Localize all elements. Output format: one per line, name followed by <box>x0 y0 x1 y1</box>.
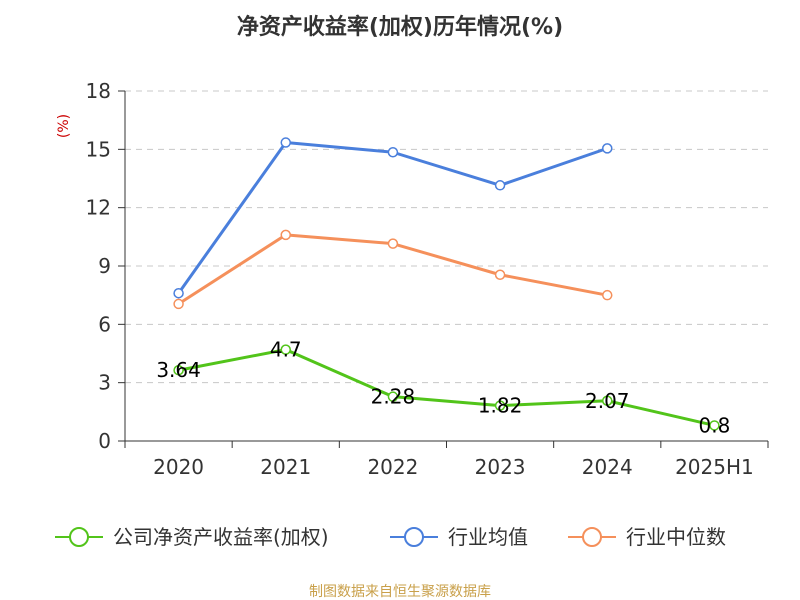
data-label: 1.82 <box>478 394 523 418</box>
data-point <box>387 147 399 158</box>
data-point <box>173 364 184 376</box>
data-point <box>173 298 184 310</box>
y-tick-label: 9 <box>98 254 111 278</box>
data-point <box>173 287 184 299</box>
axes <box>118 90 769 448</box>
data-point <box>280 229 291 241</box>
chart-title: 净资产收益率(加权)历年情况(%) <box>237 14 563 40</box>
data-label: 0.8 <box>699 413 731 437</box>
data-label: 4.7 <box>270 338 302 362</box>
data-point <box>494 269 506 280</box>
data-point <box>494 180 506 191</box>
data-point <box>494 400 506 411</box>
y-tick-label: 15 <box>86 137 111 161</box>
y-tick-label: 18 <box>86 79 111 103</box>
x-tick-label: 2023 <box>475 455 526 479</box>
data-point <box>602 143 613 154</box>
legend-label: 行业均值 <box>448 525 528 549</box>
legend-item-2: 行业中位数 <box>568 525 726 549</box>
data-point <box>709 420 720 431</box>
source-note: 制图数据来自恒生聚源数据库 <box>309 584 491 600</box>
y-axis-label: (%) <box>56 114 72 138</box>
series-line-1 <box>177 141 609 295</box>
data-point <box>280 137 291 148</box>
data-point <box>387 238 399 249</box>
x-tick-label: 2024 <box>582 455 633 479</box>
y-tick-label: 6 <box>98 312 111 336</box>
data-label: 3.64 <box>156 358 201 382</box>
legend-swatch-marker <box>404 527 424 547</box>
legend-label: 行业中位数 <box>626 525 726 549</box>
x-tick-label: 2020 <box>153 455 204 479</box>
legend-label: 公司净资产收益率(加权) <box>113 525 329 549</box>
x-tick-label: 2025H1 <box>675 455 754 479</box>
series-group <box>173 137 720 431</box>
y-tick-label: 0 <box>98 429 111 453</box>
legend-swatch-marker <box>582 527 602 547</box>
series-line-0 <box>177 348 716 427</box>
y-tick-label: 12 <box>86 196 111 220</box>
legend-swatch-marker <box>69 527 89 547</box>
data-point <box>387 391 399 402</box>
grid-lines <box>125 90 768 384</box>
x-tick-label: 2022 <box>367 455 418 479</box>
x-tick-label: 2021 <box>260 455 311 479</box>
data-point <box>602 289 613 301</box>
legend-item-0: 公司净资产收益率(加权) <box>55 525 329 549</box>
legend: 公司净资产收益率(加权) 行业均值 行业中位数 <box>55 525 726 549</box>
data-label: 2.07 <box>585 389 630 413</box>
legend-item-1: 行业均值 <box>390 525 528 549</box>
y-tick-label: 3 <box>98 371 111 395</box>
data-point <box>602 395 613 406</box>
data-point <box>280 344 291 355</box>
data-labels: 3.64 4.7 2.28 1.82 2.07 0.8 <box>156 338 730 438</box>
y-tick-labels: 0 3 6 9 12 15 18 <box>86 79 111 453</box>
x-tick-labels: 2020 2021 2022 2023 2024 2025H1 <box>153 455 754 479</box>
data-label: 2.28 <box>371 385 416 409</box>
